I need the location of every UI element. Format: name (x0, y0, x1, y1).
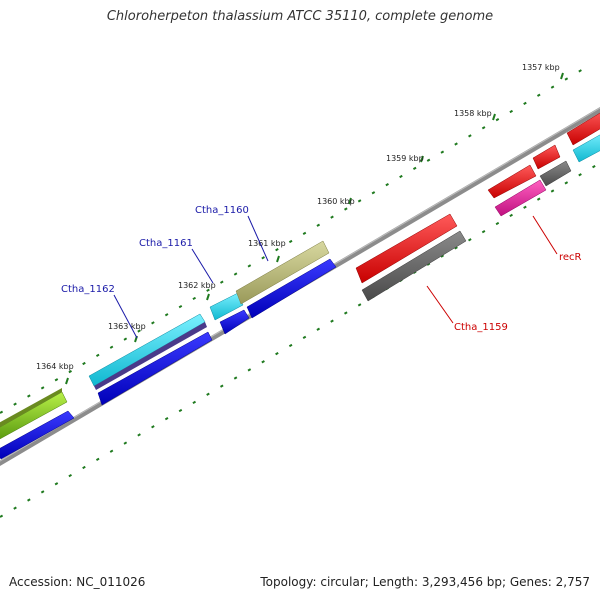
gene-label-ctha-1160[interactable]: Ctha_1160 (195, 205, 249, 216)
gene-purple-1162[interactable] (94, 322, 207, 390)
gene-olive-green[interactable] (0, 388, 62, 430)
major-tick (348, 197, 352, 205)
tick-label: 1359 kbp (386, 154, 424, 163)
tick-label: 1361 kbp (248, 239, 286, 248)
gene-blue-1[interactable] (0, 410, 75, 460)
tick-label: 1360 kbp (317, 197, 355, 206)
major-ticks (65, 72, 564, 385)
gene-red-c[interactable] (566, 110, 600, 146)
gene-label-ctha-1161[interactable]: Ctha_1161 (139, 238, 193, 249)
gene-magenta-recR[interactable] (494, 179, 547, 217)
tick-label: 1364 kbp (36, 362, 74, 371)
accession-text: Accession: NC_011026 (9, 575, 146, 589)
leader-ctha-1160 (247, 215, 269, 262)
major-tick (65, 377, 69, 385)
leader-ctha-1162 (113, 294, 138, 339)
major-tick (492, 113, 496, 121)
map-title: Chloroherpeton thalassium ATCC 35110, co… (106, 9, 494, 24)
leader-recR (532, 215, 558, 255)
tick-label: 1363 kbp (108, 322, 146, 331)
gene-label-ctha-1162[interactable]: Ctha_1162 (61, 284, 115, 295)
tick-label: 1357 kbp (522, 63, 560, 72)
gene-blue-4[interactable] (246, 258, 337, 319)
outer-tick-row (0, 64, 591, 414)
gene-grey-1159[interactable] (361, 230, 467, 302)
leader-ctha-1161 (191, 248, 214, 284)
gene-olive-1160[interactable] (235, 240, 330, 305)
gene-blue-3[interactable] (219, 309, 250, 335)
major-tick (420, 155, 424, 163)
gene-grey-b[interactable] (539, 160, 572, 187)
gene-red-b[interactable] (532, 144, 561, 170)
major-tick (276, 255, 280, 263)
major-tick (560, 72, 564, 80)
gene-cyan-1161[interactable] (209, 292, 244, 321)
inner-tick-row (0, 162, 600, 518)
gene-cyan-c[interactable] (572, 132, 600, 163)
gene-label-ctha-1159[interactable]: Ctha_1159 (454, 322, 508, 333)
leader-ctha-1159 (426, 285, 454, 324)
gene-red-1159[interactable] (355, 213, 458, 284)
tick-label: 1362 kbp (178, 281, 216, 290)
tick-label: 1358 kbp (454, 109, 492, 118)
gene-blue-2[interactable] (97, 331, 213, 406)
gene-label-recR[interactable]: recR (559, 252, 582, 263)
genome-summary-text: Topology: circular; Length: 3,293,456 bp… (260, 575, 590, 589)
gene-red-a[interactable] (487, 164, 537, 199)
major-tick (206, 293, 210, 301)
